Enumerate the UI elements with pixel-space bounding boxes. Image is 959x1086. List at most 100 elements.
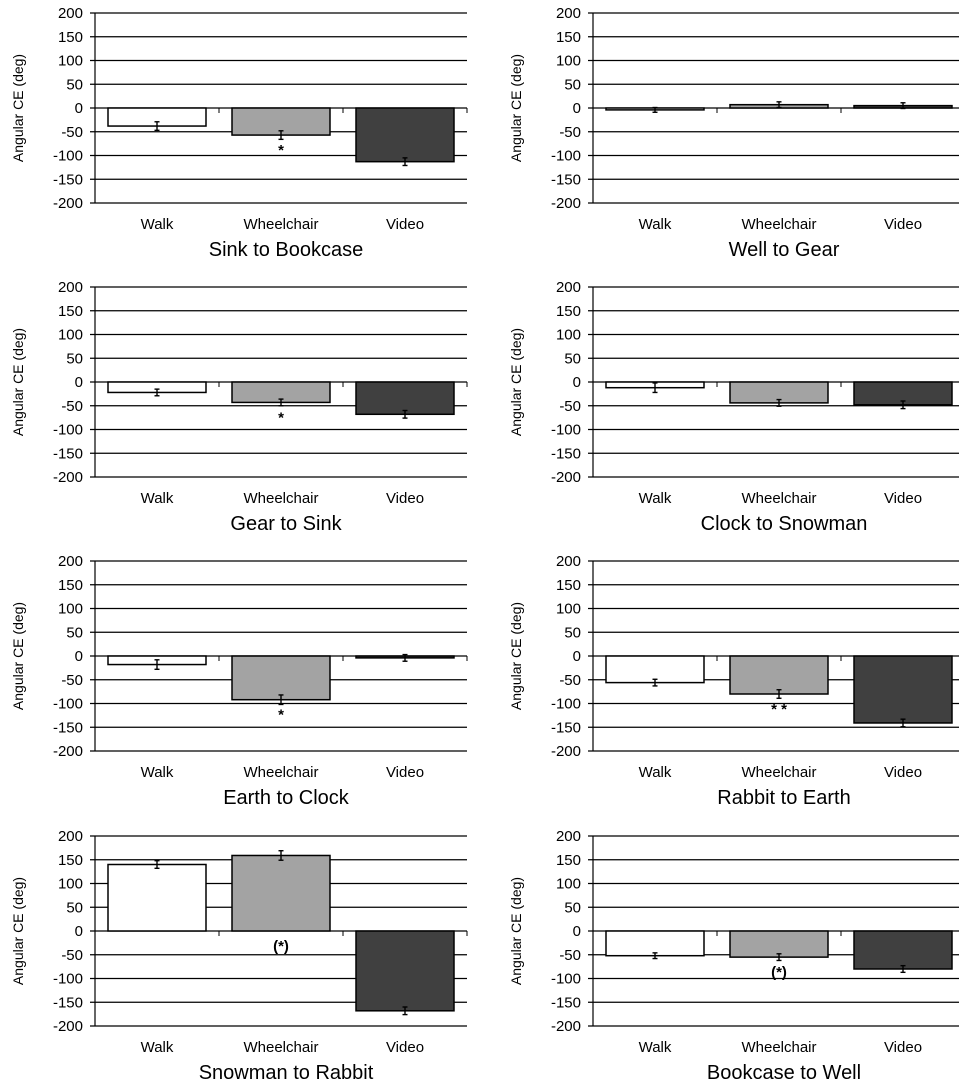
panel-3-category-label: Walk	[141, 490, 174, 507]
panel-8-y-tick-label: -150	[551, 994, 581, 1011]
panel-8-bar-video	[853, 930, 953, 970]
panel-4-y-tick-label: 50	[564, 350, 581, 367]
panel-8-y-tick-label: 150	[556, 852, 581, 869]
panel-2-y-tick-label: 200	[556, 5, 581, 22]
panel-8-category-label: Wheelchair	[741, 1039, 816, 1056]
panel-7-category-label: Walk	[141, 1039, 174, 1056]
panel-5-bar-wheelchair	[231, 655, 331, 701]
panel-1-y-tick-label: 200	[58, 5, 83, 22]
panel-7-y-tick-label: 50	[66, 899, 83, 916]
panel-2-y-axis-label: Angular CE (deg)	[508, 54, 524, 162]
panel-1-title: Sink to Bookcase	[209, 239, 364, 261]
panel-6-significance-marker: * *	[771, 701, 787, 718]
panel-6-bar-wheelchair	[729, 655, 829, 695]
panel-4-y-tick-label: -100	[551, 422, 581, 439]
panel-7-y-tick-label: 200	[58, 828, 83, 845]
panel-6-title: Rabbit to Earth	[717, 787, 850, 809]
panel-1-y-axis-label: Angular CE (deg)	[10, 54, 26, 162]
panel-2-y-tick-label: -50	[559, 124, 581, 141]
panel-6-bar-walk	[605, 655, 705, 684]
panel-7-y-tick-label: -150	[53, 994, 83, 1011]
panel-1-y-tick-label: 50	[66, 76, 83, 93]
panel-7-y-axis-label: Angular CE (deg)	[10, 877, 26, 985]
panel-8-bar-walk	[605, 930, 705, 957]
panel-3-y-tick-label: 200	[58, 279, 83, 296]
panel-6-y-axis-label: Angular CE (deg)	[508, 602, 524, 710]
panel-3-significance-marker: *	[278, 409, 284, 426]
panel-8-title: Bookcase to Well	[707, 1062, 861, 1084]
panel-5-y-tick-label: 100	[58, 601, 83, 618]
panel-4-category-label: Wheelchair	[741, 490, 816, 507]
panel-2-title: Well to Gear	[729, 239, 840, 261]
panel-6-y-tick-label: -50	[559, 672, 581, 689]
panel-2-category-label: Video	[884, 216, 922, 233]
panel-2-y-tick-label: 0	[573, 100, 581, 117]
panel-1-bar-video	[355, 107, 455, 163]
panel-5-y-tick-label: 150	[58, 577, 83, 594]
panel-4-y-tick-label: 150	[556, 303, 581, 320]
panel-2-y-tick-label: 150	[556, 29, 581, 46]
panel-2-y-tick-label: -200	[551, 195, 581, 212]
panel-1-y-tick-label: -50	[61, 124, 83, 141]
panel-4-y-axis-label: Angular CE (deg)	[508, 328, 524, 436]
panel-7-bar-wheelchair	[231, 854, 331, 932]
panel-8-category-label: Walk	[639, 1039, 672, 1056]
panel-7-y-tick-label: 150	[58, 852, 83, 869]
panel-6-y-tick-label: 50	[564, 624, 581, 641]
panel-3-bar-video	[355, 381, 455, 416]
panel-1-y-tick-label: 0	[75, 100, 83, 117]
panel-5-y-tick-label: 50	[66, 624, 83, 641]
panel-4-y-tick-label: 0	[573, 374, 581, 391]
panel-4-y-tick-label: 100	[556, 327, 581, 344]
panel-3-y-tick-label: -100	[53, 422, 83, 439]
panel-8-y-tick-label: -100	[551, 971, 581, 988]
panel-8-category-label: Video	[884, 1039, 922, 1056]
panel-6-y-tick-label: -200	[551, 743, 581, 760]
panel-6-category-label: Video	[884, 764, 922, 781]
panel-8-y-tick-label: 50	[564, 899, 581, 916]
panel-3-category-label: Wheelchair	[243, 490, 318, 507]
panel-7-y-tick-label: 100	[58, 876, 83, 893]
panel-2-y-tick-label: -100	[551, 148, 581, 165]
panel-3-y-tick-label: 0	[75, 374, 83, 391]
panel-6-y-tick-label: 150	[556, 577, 581, 594]
panel-6-y-tick-label: 200	[556, 553, 581, 570]
panel-4-y-tick-label: -50	[559, 398, 581, 415]
panel-7-bar-video	[355, 930, 455, 1012]
panel-1-y-tick-label: -200	[53, 195, 83, 212]
panel-4-title: Clock to Snowman	[701, 513, 868, 535]
panel-7-y-tick-label: 0	[75, 923, 83, 940]
panel-7-y-tick-label: -100	[53, 971, 83, 988]
panel-5-y-tick-label: 200	[58, 553, 83, 570]
panel-5-category-label: Walk	[141, 764, 174, 781]
panel-6-category-label: Walk	[639, 764, 672, 781]
panel-3-y-tick-label: -200	[53, 469, 83, 486]
panel-4-category-label: Walk	[639, 490, 672, 507]
panel-3-y-tick-label: -150	[53, 445, 83, 462]
panel-7-significance-marker: (*)	[273, 938, 289, 955]
panel-3-title: Gear to Sink	[230, 513, 342, 535]
panel-8-y-tick-label: -50	[559, 947, 581, 964]
panel-3-y-tick-label: 50	[66, 350, 83, 367]
panel-2-category-label: Wheelchair	[741, 216, 816, 233]
panel-6-y-tick-label: 100	[556, 601, 581, 618]
panel-2-category-label: Walk	[639, 216, 672, 233]
panel-1-category-label: Video	[386, 216, 424, 233]
panel-6-y-tick-label: -100	[551, 696, 581, 713]
panel-5-y-axis-label: Angular CE (deg)	[10, 602, 26, 710]
panel-2-y-tick-label: 100	[556, 53, 581, 70]
panel-5-y-tick-label: -50	[61, 672, 83, 689]
panel-1-y-tick-label: -150	[53, 171, 83, 188]
panel-6-y-tick-label: -150	[551, 719, 581, 736]
panel-1-category-label: Walk	[141, 216, 174, 233]
panel-2-y-tick-label: 50	[564, 76, 581, 93]
panel-4-y-tick-label: -200	[551, 469, 581, 486]
panel-5-significance-marker: *	[278, 707, 284, 724]
panel-3-category-label: Video	[386, 490, 424, 507]
panel-8-y-tick-label: -200	[551, 1018, 581, 1035]
panel-5-y-tick-label: -100	[53, 696, 83, 713]
panel-8-y-axis-label: Angular CE (deg)	[508, 877, 524, 985]
panel-8-y-tick-label: 200	[556, 828, 581, 845]
panel-3-y-axis-label: Angular CE (deg)	[10, 328, 26, 436]
